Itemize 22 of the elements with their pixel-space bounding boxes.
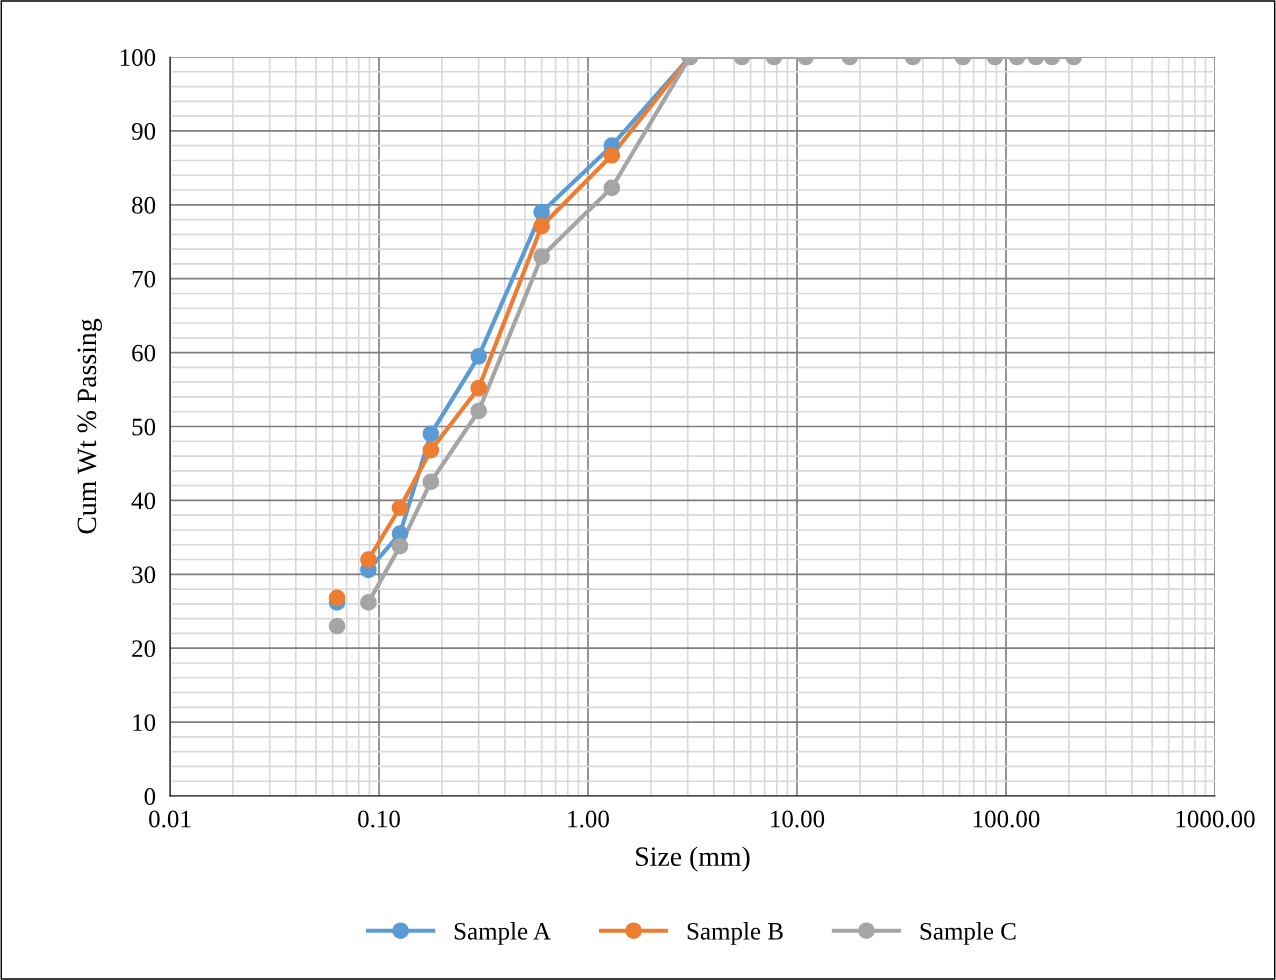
x-tick-label: 1.00	[568, 810, 609, 828]
y-tick-label: 100	[120, 49, 156, 66]
x-tick-label: 0.10	[358, 810, 400, 828]
legend-label: Sample A	[454, 922, 551, 945]
x-tick-label: 10.00	[771, 810, 825, 828]
y-tick-label: 30	[132, 566, 156, 584]
y-tick-label: 90	[131, 122, 156, 140]
y-tick-label: 80	[132, 196, 156, 214]
x-tick-label: 0.01	[149, 810, 191, 828]
y-tick-label: 0	[144, 788, 156, 805]
y-tick-label: 40	[131, 492, 156, 510]
y-tick-label: 50	[132, 418, 156, 436]
x-axis-title: Size (mm)	[636, 846, 750, 872]
y-axis-title: Cum Wt % Passing	[77, 318, 102, 534]
y-tick-label: 10	[133, 714, 156, 732]
x-tick-label: 1000.00	[1176, 810, 1255, 828]
y-tick-label: 70	[132, 270, 156, 288]
y-tick-label: 60	[132, 344, 156, 362]
x-tick-label: 100.00	[973, 810, 1040, 828]
legend-label: Sample C	[920, 922, 1016, 945]
y-tick-label: 20	[132, 640, 156, 658]
legend-label: Sample B	[687, 922, 783, 945]
